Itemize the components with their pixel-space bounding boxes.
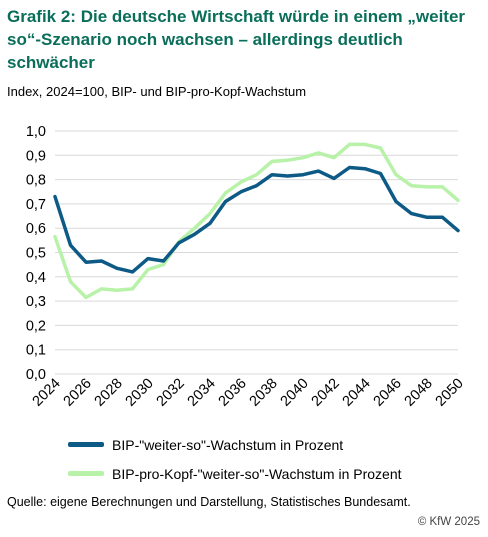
copyright: © KfW 2025 (417, 516, 480, 528)
y-axis-ticks: 0,0 0,1 0,2 0,3 0,4 0,5 0,6 0,7 0,8 0,9 1,0 (26, 124, 46, 383)
y-tick-label: 1,0 (26, 124, 46, 140)
x-tick-label: 2032 (154, 376, 188, 410)
y-tick-label: 0,7 (26, 197, 46, 213)
y-tick-label: 0,0 (26, 367, 46, 383)
legend-item-bip-pro-kopf: BIP-pro-Kopf-"weiter-so"-Wachstum in Pro… (68, 459, 402, 488)
x-tick-label: 2048 (402, 376, 436, 410)
x-tick-label: 2028 (92, 376, 126, 410)
legend-label-bip: BIP-"weiter-so"-Wachstum in Prozent (112, 436, 344, 453)
x-tick-label: 2044 (340, 376, 374, 410)
y-tick-label: 0,6 (26, 221, 46, 237)
legend-swatch-bip (68, 442, 104, 447)
grid-lines (55, 130, 458, 375)
series-line-bip-pro-kopf (53, 142, 460, 300)
line-chart: 0,0 0,1 0,2 0,3 0,4 0,5 0,6 0,7 0,8 0,9 1,0 202420… (26, 124, 467, 410)
x-tick-label: 2046 (371, 376, 405, 410)
legend: BIP-"weiter-so"-Wachstum in Prozent BIP-… (68, 430, 402, 488)
y-tick-label: 0,5 (26, 246, 46, 262)
x-tick-label: 2036 (216, 376, 250, 410)
y-tick-label: 0,2 (26, 318, 46, 334)
y-tick-label: 0,8 (26, 173, 46, 189)
source-note: Quelle: eigene Berechnungen und Darstell… (7, 495, 411, 509)
x-tick-label: 2026 (61, 376, 95, 410)
chart-title: Grafik 2: Die deutsche Wirtschaft würde … (7, 7, 466, 72)
x-axis-ticks: 2024202620282030203220342036203820402042… (30, 376, 467, 410)
y-tick-label: 0,9 (26, 148, 46, 164)
series-lines (53, 142, 460, 300)
y-tick-label: 0,1 (26, 343, 46, 359)
chart-subtitle: Index, 2024=100, BIP- und BIP-pro-Kopf-W… (7, 84, 307, 99)
series-line-bip (53, 165, 460, 274)
x-tick-label: 2040 (278, 376, 312, 410)
x-tick-label: 2050 (433, 376, 467, 410)
y-tick-label: 0,3 (26, 294, 46, 310)
x-tick-label: 2038 (247, 376, 281, 410)
x-tick-label: 2030 (123, 376, 157, 410)
legend-item-bip: BIP-"weiter-so"-Wachstum in Prozent (68, 430, 402, 459)
legend-label-bip-pro-kopf: BIP-pro-Kopf-"weiter-so"-Wachstum in Pro… (112, 465, 402, 482)
y-tick-label: 0,4 (26, 270, 46, 286)
x-tick-label: 2034 (185, 376, 219, 410)
x-tick-label: 2042 (309, 376, 343, 410)
legend-swatch-bip-pro-kopf (68, 471, 104, 476)
